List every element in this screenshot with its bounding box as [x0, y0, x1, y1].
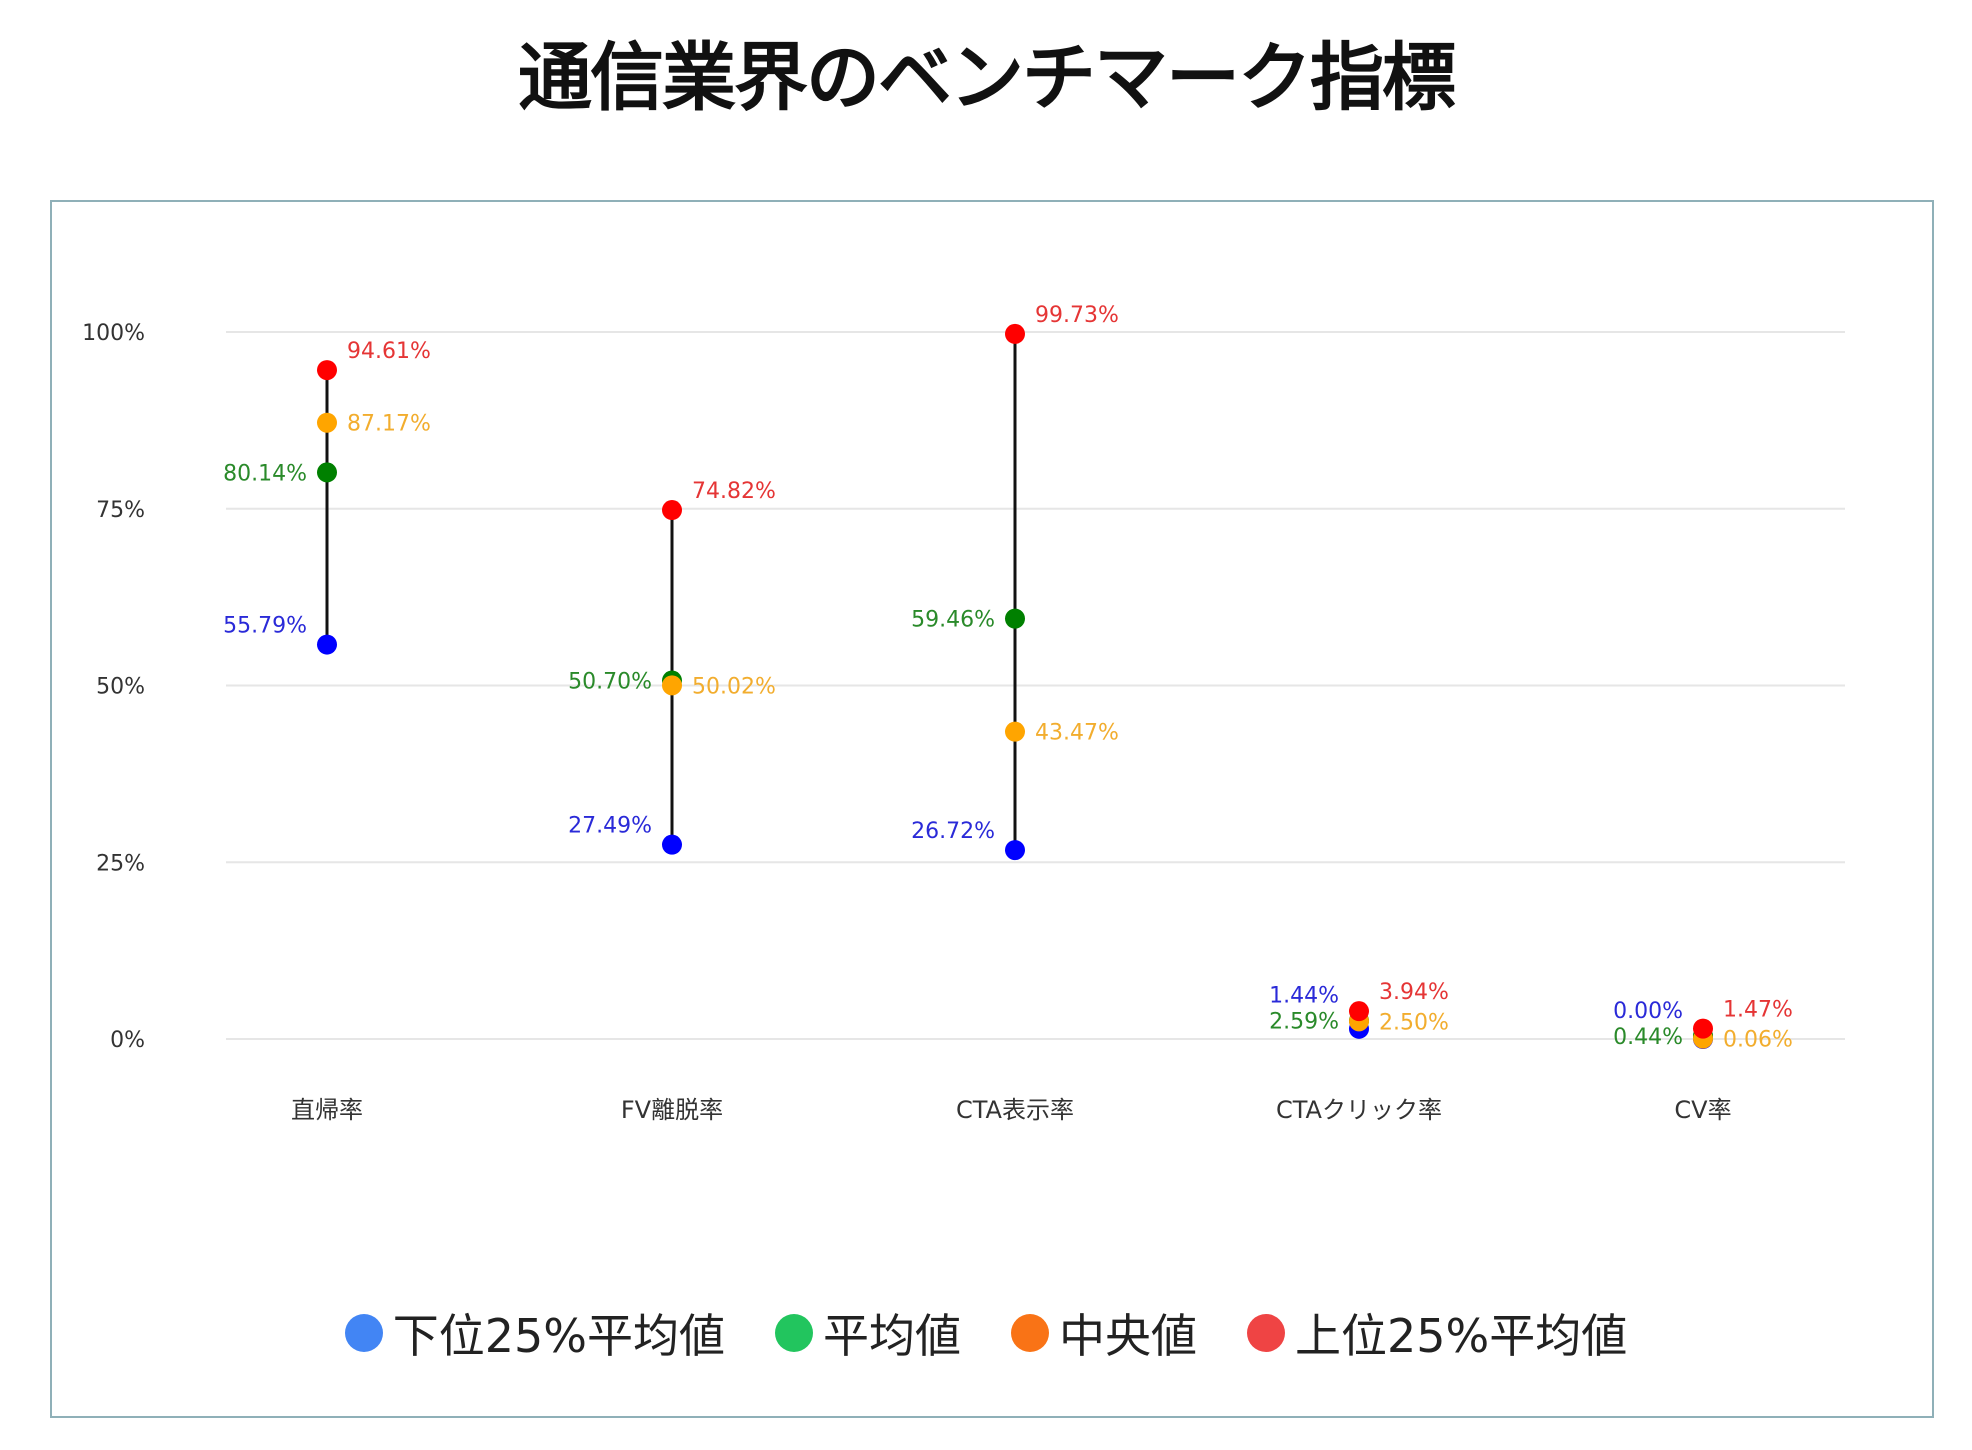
data-point: [317, 634, 337, 655]
legend-dot-icon: [775, 1314, 813, 1352]
data-point: [1005, 840, 1025, 861]
y-tick-label: 50%: [96, 675, 145, 700]
data-point: [662, 834, 682, 855]
data-label: 55.79%: [223, 614, 307, 639]
legend-item[interactable]: 下位25%平均値: [344, 1300, 725, 1366]
data-label: 0.06%: [1723, 1028, 1793, 1053]
data-point: [1005, 608, 1025, 629]
data-label: 74.82%: [692, 479, 776, 504]
data-point: [662, 500, 682, 521]
legend-dot-icon: [344, 1314, 383, 1352]
data-label: 94.61%: [347, 339, 431, 364]
data-point: [317, 462, 337, 483]
data-point: [317, 360, 337, 381]
legend-label: 下位25%平均値: [392, 1309, 725, 1363]
y-tick-label: 75%: [96, 498, 145, 523]
x-tick-label: CV率: [1674, 1096, 1731, 1124]
legend-label: 中央値: [1059, 1309, 1197, 1363]
x-tick-label: CTA表示率: [956, 1096, 1074, 1124]
legend-dot-icon: [1247, 1314, 1285, 1352]
x-tick-label: FV離脱率: [621, 1096, 723, 1124]
data-label: 2.50%: [1379, 1010, 1449, 1035]
data-label: 26.72%: [911, 819, 995, 844]
legend-label: 上位25%平均値: [1295, 1309, 1628, 1363]
data-label: 3.94%: [1379, 980, 1449, 1005]
y-tick-label: 0%: [110, 1028, 145, 1053]
data-point: [1005, 323, 1025, 344]
data-label: 1.44%: [1269, 984, 1339, 1009]
legend-item[interactable]: 上位25%平均値: [1247, 1300, 1627, 1366]
legend-label: 平均値: [823, 1309, 961, 1363]
data-label: 59.46%: [911, 608, 995, 633]
data-label: 1.47%: [1723, 998, 1793, 1023]
legend-item[interactable]: 中央値: [1011, 1300, 1197, 1366]
data-point: [1349, 1001, 1369, 1022]
data-label: 50.02%: [692, 674, 776, 699]
data-label: 27.49%: [568, 814, 652, 839]
legend-dot-icon: [1011, 1314, 1049, 1352]
data-label: 43.47%: [1035, 721, 1119, 746]
y-tick-label: 100%: [82, 321, 145, 346]
legend-item[interactable]: 平均値: [775, 1300, 961, 1366]
x-tick-label: 直帰率: [291, 1096, 363, 1124]
legend: 下位25%平均値 平均値 中央値 上位25%平均値: [0, 1300, 1972, 1366]
data-label: 0.44%: [1613, 1025, 1683, 1050]
data-point: [662, 675, 682, 696]
data-label: 2.59%: [1269, 1010, 1339, 1035]
data-label: 0.00%: [1613, 999, 1683, 1024]
y-tick-label: 25%: [96, 851, 145, 876]
data-point: [317, 412, 337, 433]
data-label: 87.17%: [347, 412, 431, 437]
data-label: 99.73%: [1035, 303, 1119, 328]
x-tick-label: CTAクリック率: [1276, 1096, 1442, 1124]
data-point: [1005, 721, 1025, 742]
data-label: 80.14%: [223, 461, 307, 486]
data-label: 50.70%: [568, 670, 652, 695]
data-point: [1693, 1018, 1713, 1039]
chart-frame: [50, 200, 1934, 1418]
page-title: 通信業界のベンチマーク指標: [518, 35, 1456, 121]
